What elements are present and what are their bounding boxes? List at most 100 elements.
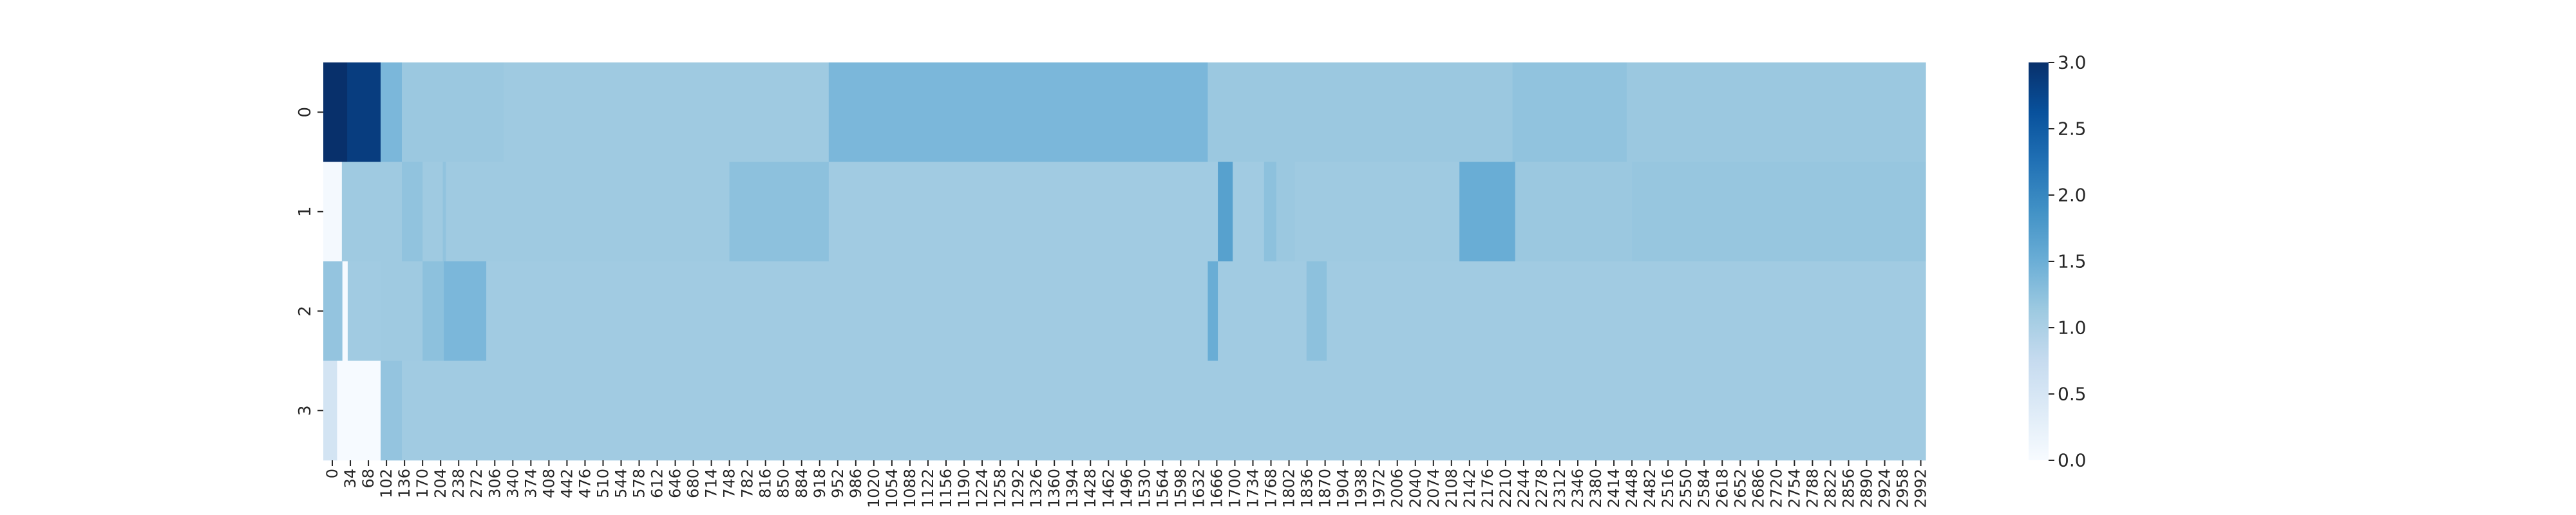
- x-tick-label: 306: [486, 469, 504, 498]
- x-tick-label: 612: [649, 469, 667, 498]
- heatmap-cell: [381, 62, 402, 162]
- x-tick-label: 1292: [1009, 469, 1027, 508]
- heatmap-cell: [444, 261, 487, 361]
- heatmap-cell: [1327, 261, 1926, 361]
- x-tick-label: 510: [594, 469, 612, 498]
- x-tick-label: 1870: [1316, 469, 1334, 508]
- heatmap-cell: [504, 62, 829, 162]
- x-tick-label: 2652: [1731, 469, 1749, 508]
- colorbar-tick-label: 2.5: [2058, 118, 2087, 140]
- heatmap-cells: [323, 62, 1926, 461]
- x-tick-label: 2414: [1605, 469, 1623, 508]
- x-tick-label: 2312: [1551, 469, 1569, 508]
- heatmap-cell: [1218, 162, 1233, 262]
- heatmap-cell: [342, 261, 348, 361]
- heatmap-cell: [337, 360, 381, 461]
- x-tick-label: 2992: [1912, 469, 1930, 508]
- heatmap-cell: [323, 261, 343, 361]
- x-tick-label: 748: [721, 469, 739, 498]
- colorbar-ticks: 0.0 0.5 1.0 1.5 2.0 2.5 3.0: [2049, 52, 2087, 471]
- x-tick-label: 0: [323, 469, 341, 478]
- x-tick-label: 782: [739, 469, 757, 498]
- heatmap-cell: [323, 162, 343, 262]
- heatmap-cell: [486, 261, 1209, 361]
- heatmap-cell: [1515, 162, 1633, 262]
- x-tick-label: 2890: [1857, 469, 1875, 508]
- heatmap-cell: [1276, 162, 1296, 262]
- x-tick-label: 1088: [901, 469, 919, 508]
- x-tick-label: 102: [377, 469, 395, 498]
- x-tick-label: 2380: [1587, 469, 1605, 508]
- heatmap-cell: [1294, 162, 1460, 262]
- heatmap-cell: [347, 261, 381, 361]
- heatmap-cell: [1459, 162, 1516, 262]
- x-tick-label: 1734: [1244, 469, 1262, 508]
- x-tick-label: 2856: [1839, 469, 1857, 508]
- x-tick-label: 1768: [1262, 469, 1280, 508]
- heatmap-cell: [729, 162, 829, 262]
- heatmap-cell: [381, 261, 423, 361]
- x-tick-label: 2108: [1443, 469, 1461, 508]
- x-tick-label: 1972: [1370, 469, 1388, 508]
- x-tick-label: 1360: [1045, 469, 1063, 508]
- x-tick-label: 2176: [1479, 469, 1497, 508]
- x-tick-label: 238: [450, 469, 468, 498]
- colorbar-tick-label: 1.5: [2058, 251, 2087, 272]
- heatmap-cell: [1306, 261, 1327, 361]
- x-tick-label: 2006: [1388, 469, 1406, 508]
- x-tick-label: 986: [847, 469, 865, 498]
- x-tick-label: 2074: [1425, 469, 1443, 508]
- x-tick-label: 136: [395, 469, 413, 498]
- heatmap-cell: [1218, 261, 1307, 361]
- heatmap-cell: [1626, 62, 1926, 162]
- heatmap-cell: [1632, 162, 1926, 262]
- x-tick-label: 340: [504, 469, 522, 498]
- x-tick-label: 374: [522, 469, 540, 498]
- x-tick-label: 2788: [1803, 469, 1821, 508]
- y-tick-label: 3: [296, 405, 315, 416]
- x-tick-label: 816: [757, 469, 775, 498]
- colorbar-tick-label: 3.0: [2058, 52, 2087, 73]
- x-tick-label: 2448: [1623, 469, 1641, 508]
- x-tick-label: 2142: [1461, 469, 1479, 508]
- x-tick-label: 2516: [1659, 469, 1677, 508]
- heatmap-cell: [1233, 162, 1265, 262]
- x-tick-label: 680: [685, 469, 703, 498]
- x-tick-label: 1836: [1298, 469, 1316, 508]
- x-tick-label: 1904: [1334, 469, 1352, 508]
- x-tick-label: 2482: [1641, 469, 1659, 508]
- heatmap-cell: [323, 62, 348, 162]
- heatmap-cell: [446, 162, 730, 262]
- x-tick-label: 1258: [991, 469, 1009, 508]
- y-tick-label: 1: [296, 206, 315, 217]
- x-tick-label: 1938: [1352, 469, 1370, 508]
- x-tick-label: 918: [811, 469, 829, 498]
- x-tick-label: 2040: [1406, 469, 1425, 508]
- x-tick-label: 1122: [919, 469, 937, 508]
- x-tick-label: 1428: [1081, 469, 1099, 508]
- x-tick-label: 408: [540, 469, 558, 498]
- x-tick-label: 1020: [865, 469, 883, 508]
- x-tick-label: 442: [558, 469, 576, 498]
- heatmap-cell: [347, 62, 381, 162]
- x-tick-label: 2210: [1497, 469, 1515, 508]
- x-axis: 0 34 68 102 136 170 204 238 272 306 340 374 408 442 47…: [323, 460, 1930, 508]
- heatmap-cell: [422, 261, 444, 361]
- x-tick-label: 2720: [1767, 469, 1785, 508]
- x-tick-label: 2346: [1569, 469, 1587, 508]
- x-tick-label: 1224: [973, 469, 991, 508]
- x-tick-label: 1326: [1027, 469, 1045, 508]
- heatmap-cell: [1208, 62, 1513, 162]
- x-tick-label: 1564: [1153, 469, 1171, 508]
- colorbar: 0.0 0.5 1.0 1.5 2.0 2.5 3.0: [2029, 52, 2087, 471]
- x-tick-label: 170: [413, 469, 431, 498]
- x-tick-label: 476: [576, 469, 594, 498]
- x-tick-label: 1530: [1135, 469, 1153, 508]
- heatmap-cell: [402, 360, 1926, 461]
- x-tick-label: 68: [359, 469, 377, 489]
- x-tick-label: 1156: [937, 469, 955, 508]
- heatmap-cell: [323, 360, 338, 461]
- colorbar-tick-label: 0.5: [2058, 384, 2087, 405]
- heatmap-cell: [341, 162, 402, 262]
